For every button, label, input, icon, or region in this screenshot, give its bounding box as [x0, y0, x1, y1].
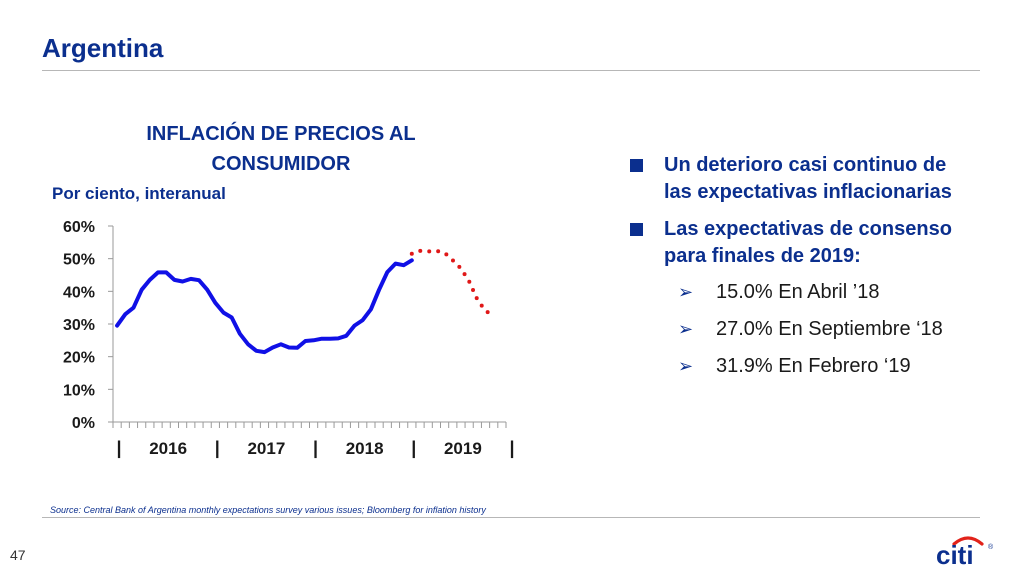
y-tick-label: 30% — [63, 317, 95, 334]
square-bullet-icon — [630, 223, 643, 236]
y-tick-label: 40% — [63, 284, 95, 301]
sub-bullet-text: 31.9% En Febrero ‘19 — [716, 355, 911, 377]
bullet-item: Las expectativas de consenso para finale… — [628, 216, 958, 270]
y-tick-label: 50% — [63, 252, 95, 269]
x-tick-label: 2019 — [444, 439, 482, 458]
x-tick-label: 2017 — [247, 439, 285, 458]
square-bullet-icon — [630, 159, 643, 172]
sub-bullet-item: ➢ 31.9% En Febrero ‘19 — [628, 354, 958, 379]
arrow-bullet-icon: ➢ — [678, 319, 694, 339]
title-divider — [42, 70, 980, 71]
bullet-text: Un deterioro casi continuo de las expect… — [664, 154, 952, 203]
arrow-bullet-icon: ➢ — [678, 356, 694, 376]
source-note: Source: Central Bank of Argentina monthl… — [50, 505, 486, 515]
svg-text:citi: citi — [936, 540, 974, 568]
sub-bullet-item: ➢ 15.0% En Abril ’18 — [628, 280, 958, 305]
sub-bullet-item: ➢ 27.0% En Septiembre ‘18 — [628, 317, 958, 342]
y-tick-label: 60% — [63, 219, 95, 236]
svg-text:®: ® — [988, 543, 994, 551]
sub-bullet-text: 15.0% En Abril ’18 — [716, 281, 880, 303]
footer-divider — [42, 517, 980, 518]
bullet-item: Un deterioro casi continuo de las expect… — [628, 152, 958, 206]
inflation-series-line — [115, 258, 414, 355]
x-group-separator: | — [313, 438, 318, 458]
expectations-series-line — [409, 248, 496, 318]
y-tick-label: 20% — [63, 350, 95, 367]
bullet-text: Las expectativas de consenso para finale… — [664, 218, 952, 267]
x-tick-label: 2018 — [346, 439, 384, 458]
y-tick-label: 0% — [72, 415, 95, 432]
citi-logo: citi ® — [936, 536, 994, 568]
y-tick-label: 10% — [63, 382, 95, 399]
page-title: Argentina — [42, 33, 164, 63]
x-tick-label: 2016 — [149, 439, 187, 458]
bullet-list: Un deterioro casi continuo de las expect… — [628, 152, 958, 391]
x-group-separator: | — [116, 438, 121, 458]
chart-subtitle: Por ciento, interanual — [52, 184, 226, 203]
arrow-bullet-icon: ➢ — [678, 282, 694, 302]
sub-bullet-text: 27.0% En Septiembre ‘18 — [716, 318, 943, 340]
x-group-separator: | — [215, 438, 220, 458]
chart-title: INFLACIÓN DE PRECIOS AL CONSUMIDOR — [146, 123, 416, 175]
x-group-separator: | — [509, 438, 514, 458]
page-number: 47 — [10, 547, 26, 563]
x-group-separator: | — [411, 438, 416, 458]
